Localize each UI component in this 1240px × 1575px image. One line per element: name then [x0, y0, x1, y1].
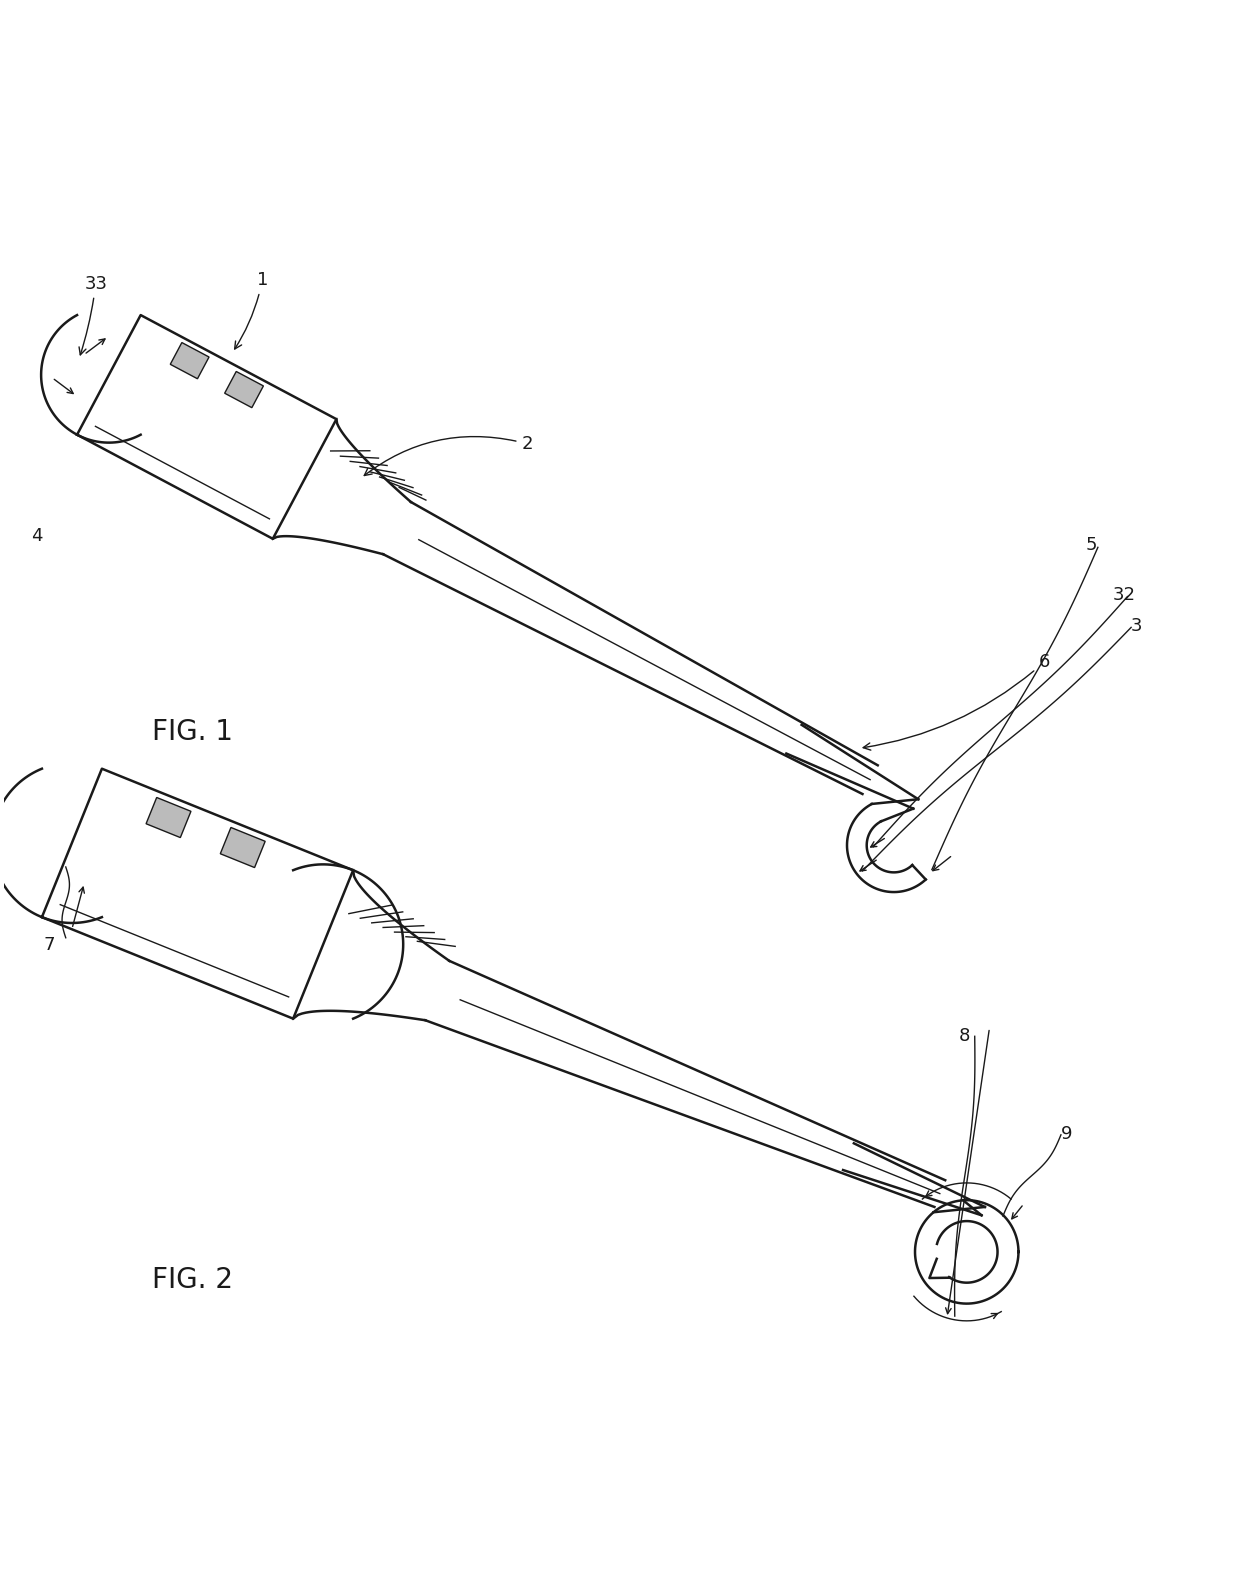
- Polygon shape: [146, 797, 191, 838]
- Polygon shape: [224, 372, 263, 408]
- Polygon shape: [221, 827, 265, 868]
- Text: 5: 5: [1085, 536, 1097, 554]
- Polygon shape: [170, 342, 210, 378]
- Text: 33: 33: [79, 274, 107, 354]
- Text: 8: 8: [959, 1027, 970, 1046]
- Text: FIG. 2: FIG. 2: [153, 1266, 233, 1295]
- Text: 7: 7: [43, 936, 55, 954]
- Text: 1: 1: [234, 271, 268, 350]
- Text: 2: 2: [365, 435, 533, 476]
- Text: FIG. 1: FIG. 1: [153, 718, 233, 747]
- Text: 6: 6: [863, 652, 1050, 750]
- Text: 9: 9: [1061, 1125, 1073, 1142]
- Text: 4: 4: [31, 528, 42, 545]
- Text: 3: 3: [1131, 617, 1142, 635]
- Text: 32: 32: [1112, 586, 1136, 605]
